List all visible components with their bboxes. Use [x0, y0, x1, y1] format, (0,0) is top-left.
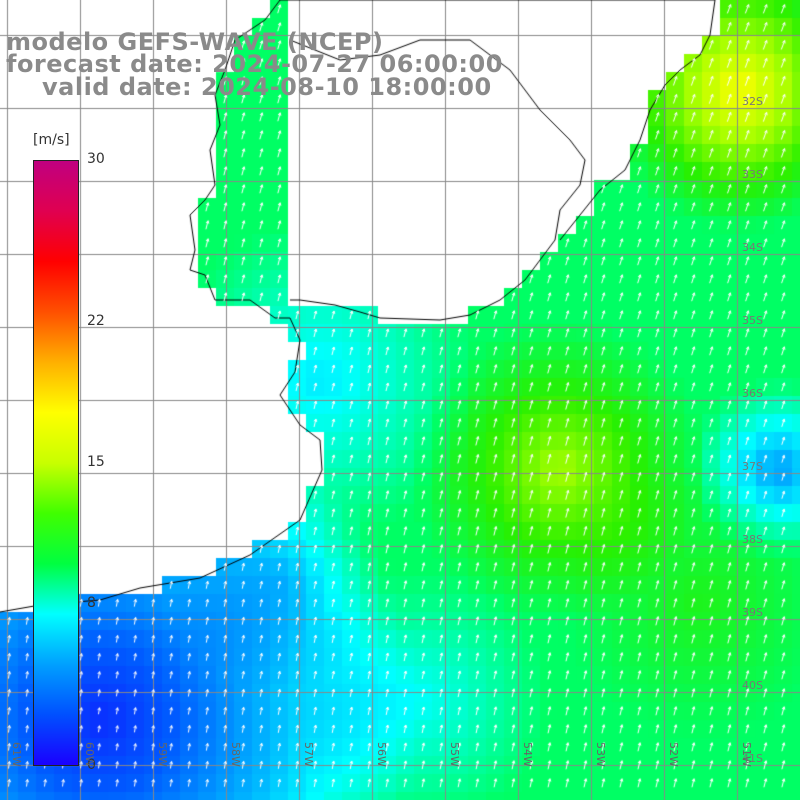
lat-label: 35S — [742, 314, 763, 327]
lon-label: 55W — [448, 742, 461, 767]
colorbar-unit: [m/s] — [33, 132, 70, 148]
lon-label: 56W — [375, 742, 388, 767]
lon-label: 58W — [229, 742, 242, 767]
colorbar-tick-label: 22 — [87, 312, 105, 329]
lon-label: 59W — [156, 742, 169, 767]
colorbar-tick-label: 30 — [87, 151, 105, 167]
lat-label: 36S — [742, 387, 763, 400]
lon-label: 61W — [10, 742, 23, 767]
model-title: modelo GEFS-WAVE (NCEP) — [6, 28, 384, 56]
lon-label: 53W — [594, 742, 607, 767]
valid-date: valid date: 2024-08-10 18:00:00 — [42, 73, 492, 101]
lon-label: 60W — [83, 742, 96, 767]
lon-label: 52W — [667, 742, 680, 767]
colorbar-tick-label: 0 — [87, 757, 96, 773]
lat-label: 40S — [742, 679, 763, 692]
lon-label: 51W — [740, 742, 753, 767]
lat-label: 32S — [742, 95, 763, 108]
colorbar-tick-label: 15 — [87, 454, 105, 470]
lat-label: 39S — [742, 606, 763, 619]
lat-label: 33S — [742, 168, 763, 181]
forecast-date: forecast date: 2024-07-27 06:00:00 — [6, 50, 503, 78]
lat-label: 38S — [742, 533, 763, 546]
lat-label: 34S — [742, 241, 763, 254]
lat-label: 37S — [742, 460, 763, 473]
lon-label: 54W — [521, 742, 534, 767]
colorbar — [33, 160, 79, 766]
lat-label: 41S — [742, 752, 763, 765]
colorbar-tick-label: 8 — [87, 595, 96, 612]
lon-label: 57W — [302, 742, 315, 767]
